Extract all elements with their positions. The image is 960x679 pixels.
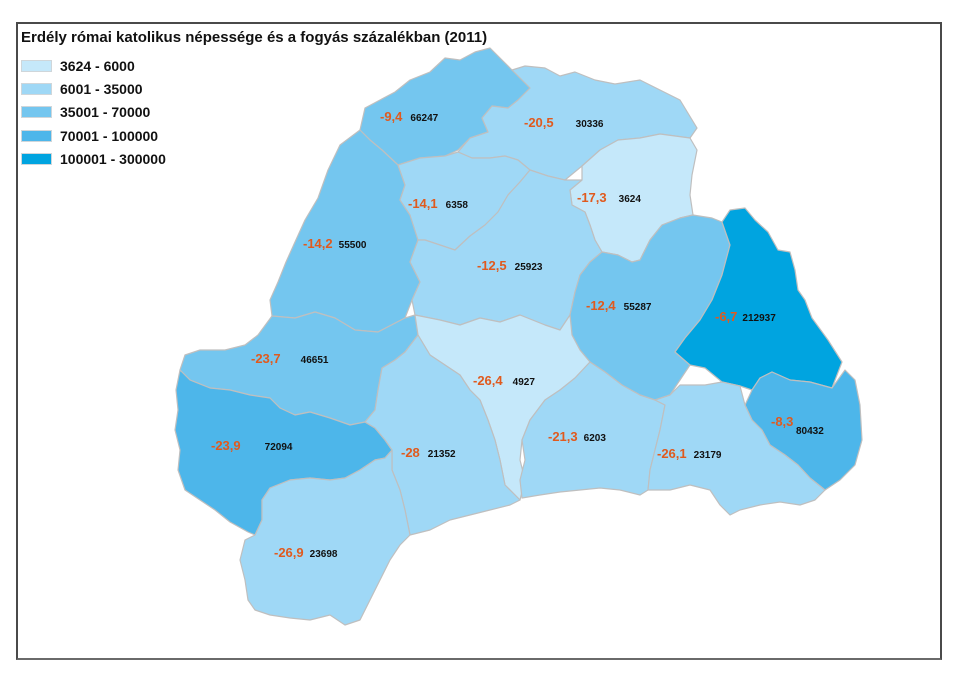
decline-percent: -8,3 [771,414,794,429]
county-label-salaj: -14,1 6358 [408,196,468,211]
catholic-population: 25923 [514,262,543,273]
decline-percent: -12,5 [477,258,507,273]
catholic-population: 23698 [309,549,338,560]
county-label-mures: -12,4 55287 [586,298,651,313]
county-label-caras-severin: -26,9 23698 [274,545,337,560]
county-brasov[interactable] [647,381,826,516]
legend-item: 100001 - 300000 [21,147,166,170]
catholic-population: 21352 [427,449,456,460]
legend-swatch [21,82,52,95]
legend-item: 70001 - 100000 [21,124,166,147]
catholic-population: 6358 [445,200,468,211]
county-hunedoara[interactable] [364,334,521,536]
decline-percent: -21,3 [548,429,578,444]
county-label-satu-mare: -9,4 66247 [380,109,438,124]
legend-label: 35001 - 70000 [60,104,151,121]
legend-swatch [21,106,52,119]
legend-swatch [21,129,52,142]
decline-percent: -23,9 [211,438,241,453]
catholic-population: 3624 [618,194,641,205]
catholic-population: 66247 [410,113,439,124]
catholic-population: 212937 [742,313,776,324]
county-label-alba: -26,4 4927 [473,373,535,388]
decline-percent: -14,2 [303,236,333,251]
decline-percent: -23,7 [251,351,281,366]
legend-item: 3624 - 6000 [21,54,166,77]
county-label-maramures: -20,5 30336 [524,115,603,130]
decline-percent: -26,1 [657,446,687,461]
decline-percent: -20,5 [524,115,554,130]
catholic-population: 55287 [623,302,652,313]
decline-percent: -17,3 [577,190,607,205]
legend-swatch [21,59,52,72]
decline-percent: -6,7 [715,309,738,324]
decline-percent: -14,1 [408,196,438,211]
decline-percent: -28 [401,445,420,460]
legend-label: 3624 - 6000 [60,57,135,74]
catholic-population: 30336 [575,119,604,130]
catholic-population: 80432 [796,426,824,437]
county-label-timis: -23,9 72094 [211,438,292,453]
county-label-hunedoara: -28 21352 [401,445,456,460]
catholic-population: 4927 [512,377,535,388]
catholic-population: 55500 [338,240,367,251]
county-label-arad: -23,7 46651 [251,351,328,366]
legend-label: 70001 - 100000 [60,127,159,144]
decline-percent: -26,4 [473,373,503,388]
legend-label: 100001 - 300000 [60,150,166,167]
county-label-covasna: -8,3 [771,414,793,429]
county-label-covasna-pop: 80432 [796,426,824,437]
decline-percent: -9,4 [380,109,403,124]
county-label-bistrita: -17,3 3624 [577,190,641,205]
legend-item: 35001 - 70000 [21,101,166,124]
county-label-cluj: -12,5 25923 [477,258,542,273]
decline-percent: -12,4 [586,298,616,313]
decline-percent: -26,9 [274,545,304,560]
county-label-brasov: -26,1 23179 [657,446,721,461]
county-label-bihor: -14,2 55500 [303,236,366,251]
county-label-harghita: -6,7 212937 [715,309,776,324]
catholic-population: 72094 [264,442,293,453]
map-title: Erdély római katolikus népessége és a fo… [21,29,488,46]
county-caras-severin[interactable] [239,449,411,626]
legend-swatch [21,152,52,165]
catholic-population: 23179 [693,450,722,461]
catholic-population: 6203 [583,433,606,444]
legend: 3624 - 6000 6001 - 35000 35001 - 70000 7… [21,54,166,170]
legend-label: 6001 - 35000 [60,80,143,97]
legend-item: 6001 - 35000 [21,77,166,100]
county-label-sibiu: -21,3 6203 [548,429,606,444]
catholic-population: 46651 [300,355,329,366]
